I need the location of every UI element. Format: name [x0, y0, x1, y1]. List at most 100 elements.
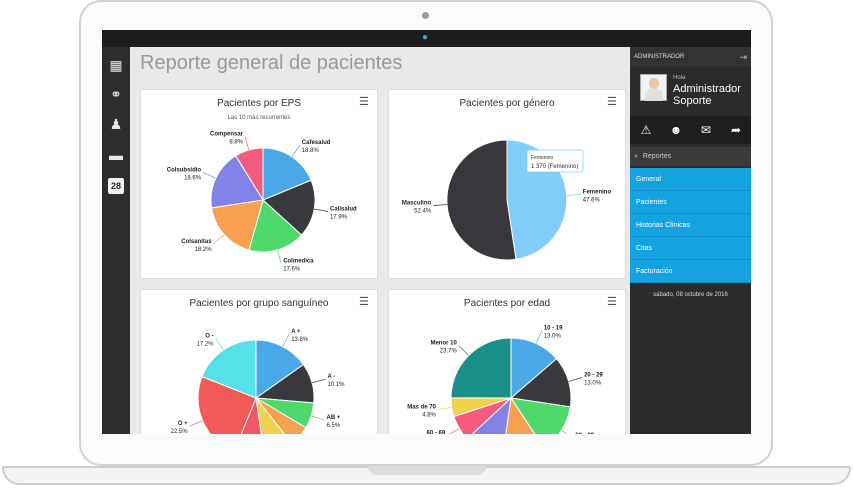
pie-connector	[311, 415, 325, 421]
pie-slice[interactable]	[262, 147, 312, 201]
pie-slice[interactable]	[255, 396, 292, 434]
warning-icon[interactable]: ⚠	[640, 123, 652, 137]
pie-slice[interactable]	[248, 199, 303, 253]
share-icon[interactable]: ➦	[730, 123, 742, 137]
pie-label: AB +	[327, 415, 341, 421]
section-reportes[interactable]: « Reportes	[630, 147, 751, 166]
pie-connector	[189, 420, 203, 427]
pie-label: Menor 10	[430, 341, 457, 347]
avatar-body	[645, 89, 663, 101]
camera-dot	[422, 12, 429, 19]
left-sidebar: ▦ ⚭ ♟ ▬ 28	[102, 47, 130, 434]
main-content: Reporte general de pacientes Pacientes p…	[130, 47, 630, 434]
pie-value-label: 47.6%	[583, 197, 601, 203]
pie-connector	[458, 345, 469, 356]
pie-connector	[282, 333, 290, 347]
chart-title: Pacientes por EPS	[217, 98, 301, 109]
pie-label: Cafesalud	[302, 140, 331, 146]
tooltip-value: 1 370 (Femenino)	[531, 164, 578, 170]
pie-label: Colsanitas	[181, 239, 212, 245]
pie-label: Colmedica	[283, 258, 314, 264]
tooltip-box	[526, 149, 584, 173]
pie-connector	[277, 249, 282, 264]
pie-chart-eps: Cafesalud 18.8% Calisalud 17.9% Colmedica 17.…	[167, 132, 357, 273]
chart-card-genero: Pacientes por género ☰ Femenino 47.6% Masc…	[388, 89, 626, 279]
stethoscope-icon[interactable]: ⚭	[110, 86, 122, 102]
pie-slice[interactable]	[234, 396, 264, 434]
pie-chart-genero: Femenino 47.6% Masculino 52.4% Femenino 1 370…	[402, 139, 611, 261]
pie-label: O +	[178, 421, 188, 427]
pie-slice[interactable]	[255, 397, 307, 434]
pie-value-label: 17.2%	[197, 341, 215, 347]
pie-connector	[561, 430, 568, 434]
chart-card-eps: Pacientes por EPS Las 10 más recurrentes…	[140, 89, 378, 279]
pie-chart-sangre: A +13.8%A -10.1%AB +6.5%AB -5.3%AB Posit…	[171, 329, 346, 434]
calendar-icon[interactable]: 28	[108, 178, 124, 194]
pie-value-label: 6.5%	[327, 423, 341, 429]
user-icon[interactable]: ☻	[669, 123, 683, 137]
pie-slice[interactable]	[210, 155, 264, 209]
menu-item-historias[interactable]: Historias Clínicas	[630, 214, 751, 237]
pie-value-label: 17.6%	[283, 266, 301, 272]
pie-value-label: 18.8%	[302, 148, 320, 154]
pie-connector	[213, 234, 225, 245]
chart-subtitle: Las 10 más recurrentes	[227, 115, 291, 121]
pie-label: Colsubsidio	[167, 167, 202, 173]
pie-value-label: 18.2%	[195, 247, 213, 253]
laptop-notch	[368, 466, 486, 475]
menu-item-citas[interactable]: Citas	[630, 237, 751, 260]
double-chevron-left-icon: «	[634, 153, 638, 160]
pie-connector	[244, 136, 250, 151]
mail-icon[interactable]: ✉	[700, 123, 712, 137]
card-icon[interactable]: ▬	[109, 147, 123, 163]
pie-label: 20 - 29	[584, 373, 603, 379]
pie-label: 10 - 19	[544, 326, 563, 332]
pie-slice[interactable]	[201, 339, 257, 399]
current-date: sábado, 08 octubre de 2016	[653, 292, 728, 298]
pie-connector	[449, 428, 460, 434]
pie-value-label: 17.9%	[330, 215, 348, 221]
user-role: Soporte	[673, 95, 712, 107]
screen: ● ▦ ⚭ ♟ ▬ 28 Reporte general de paciente…	[102, 30, 751, 434]
action-bar: ⚠ ☻ ✉ ➦	[630, 116, 751, 144]
hospital-icon[interactable]: ▦	[109, 57, 123, 73]
section-label: Reportes	[642, 153, 672, 160]
pie-slice[interactable]	[197, 375, 257, 434]
menu-item-facturacion[interactable]: Facturación	[630, 260, 751, 283]
pie-value-label: 13.8%	[291, 337, 309, 343]
pie-slice[interactable]	[255, 339, 305, 399]
doctor-icon[interactable]: ♟	[109, 116, 123, 132]
greeting: Hola	[673, 75, 686, 81]
right-sidebar: ADMINISTRADOR ⇥ Hola Administrador Sopor…	[630, 47, 751, 434]
chart-title: Pacientes por edad	[463, 298, 551, 309]
menu-item-pacientes[interactable]: Pacientes	[630, 191, 751, 214]
hamburger-menu-icon[interactable]: ☰	[607, 296, 617, 308]
hamburger-menu-icon[interactable]: ☰	[359, 96, 369, 108]
pie-connector	[433, 204, 448, 206]
pie-value-label: 10.1%	[328, 382, 346, 388]
pie-label: Compensar	[210, 132, 244, 138]
hamburger-menu-icon[interactable]: ☰	[607, 96, 617, 108]
menu-item-general[interactable]: General	[630, 168, 751, 191]
sidebar-header-label: ADMINISTRADOR	[634, 54, 685, 60]
pie-value-label: 8.8%	[229, 140, 243, 146]
menu-item-label: General	[636, 176, 661, 183]
pie-connector	[566, 194, 581, 196]
pie-slice[interactable]	[446, 139, 517, 261]
pie-connector	[437, 406, 452, 410]
chart-card-edad: Pacientes por edad ☰ 10 - 19 13.0% 20 - 29…	[388, 289, 626, 434]
menu-item-label: Historias Clínicas	[636, 222, 691, 229]
pie-label: 60 - 69	[427, 431, 446, 434]
tooltip-title: Femenino	[531, 155, 553, 161]
chart-tooltip: Femenino 1 370 (Femenino)	[526, 149, 584, 173]
pie-slice[interactable]	[235, 147, 264, 202]
collapse-icon[interactable]: ⇥	[739, 52, 747, 62]
pie-slice[interactable]	[450, 337, 512, 399]
pie-slice[interactable]	[502, 396, 544, 434]
pie-slice[interactable]	[509, 397, 571, 434]
pie-label: A -	[328, 374, 336, 380]
avatar[interactable]	[640, 74, 667, 101]
hamburger-menu-icon[interactable]: ☰	[359, 296, 369, 308]
app-logo-icon[interactable]: ●	[421, 32, 429, 43]
